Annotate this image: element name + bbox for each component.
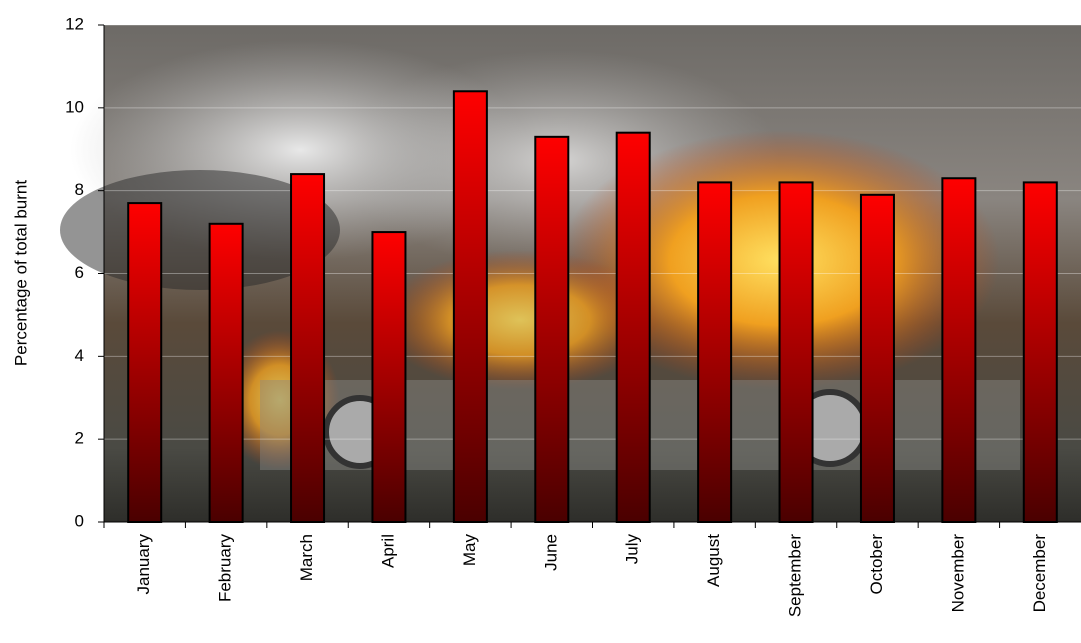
bar bbox=[452, 90, 488, 524]
bar bbox=[371, 231, 407, 523]
y-tick-label: 6 bbox=[75, 263, 84, 282]
bar bbox=[127, 202, 163, 523]
x-tick-label: March bbox=[297, 534, 316, 581]
bar bbox=[1022, 181, 1058, 523]
y-tick-label: 12 bbox=[65, 14, 84, 33]
y-tick-label: 10 bbox=[65, 97, 84, 116]
bar bbox=[941, 177, 977, 523]
y-tick-label: 4 bbox=[75, 346, 84, 365]
x-tick-label: December bbox=[1030, 534, 1049, 613]
x-tick-label: November bbox=[948, 534, 967, 613]
bar bbox=[778, 181, 814, 523]
y-tick-label: 8 bbox=[75, 180, 84, 199]
y-tick-label: 0 bbox=[75, 511, 84, 530]
x-tick-label: July bbox=[623, 534, 642, 565]
bar bbox=[859, 193, 895, 524]
bar bbox=[534, 135, 570, 523]
x-tick-label: September bbox=[786, 534, 805, 617]
bar bbox=[290, 173, 326, 523]
bar bbox=[697, 181, 733, 523]
x-tick-label: May bbox=[460, 534, 479, 567]
x-tick-label: August bbox=[704, 534, 723, 587]
bar bbox=[208, 222, 244, 524]
y-axis-label: Percentage of total burnt bbox=[11, 180, 30, 366]
x-tick-label: January bbox=[134, 534, 153, 595]
x-tick-label: February bbox=[216, 534, 235, 603]
x-tick-label: April bbox=[378, 534, 397, 568]
x-tick-label: October bbox=[867, 534, 886, 595]
x-tick-label: June bbox=[541, 534, 560, 571]
y-tick-label: 2 bbox=[75, 429, 84, 448]
bar bbox=[615, 131, 651, 524]
